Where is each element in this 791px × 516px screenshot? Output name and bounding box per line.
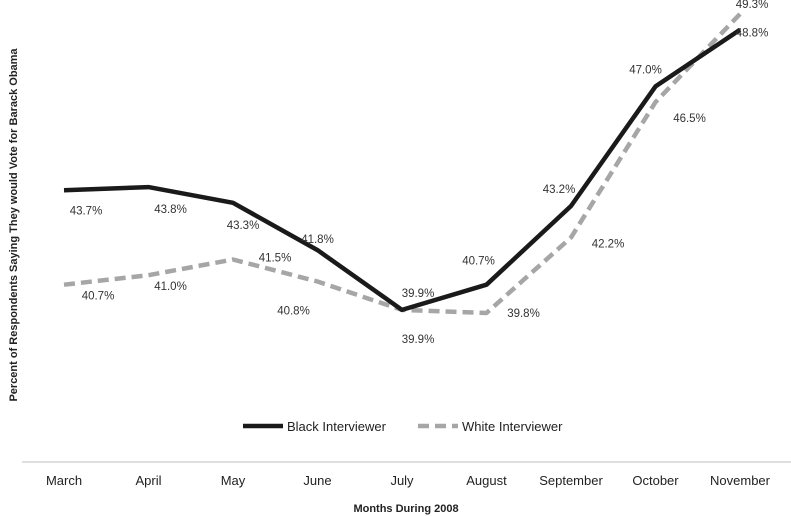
legend-black-label: Black Interviewer: [287, 419, 387, 434]
legend: Black Interviewer White Interviewer: [243, 419, 563, 434]
y-axis-title: Percent of Respondents Saying They would…: [8, 48, 20, 402]
black-data-label-august: 40.7%: [462, 256, 495, 268]
white-data-label-april: 41.0%: [154, 281, 187, 293]
black-data-label-june: 41.8%: [301, 234, 334, 246]
series-line-black-interviewer: [63, 27, 742, 313]
white-data-label-august: 39.8%: [507, 308, 540, 320]
x-axis-title: Months During 2008: [353, 503, 458, 515]
white-data-label-may: 41.5%: [259, 253, 292, 265]
white-data-label-november: 49.3%: [736, 0, 769, 11]
x-tick-october: October: [632, 473, 679, 488]
series-lines: [63, 12, 742, 316]
white-data-label-september: 42.2%: [592, 239, 625, 251]
black-data-label-september: 43.2%: [543, 184, 576, 196]
legend-white-label: White Interviewer: [462, 419, 563, 434]
black-data-label-march: 43.7%: [70, 205, 103, 217]
x-tick-november: November: [710, 473, 771, 488]
series-line-white-interviewer: [63, 12, 742, 316]
x-tick-august: August: [466, 473, 507, 488]
black-data-label-october: 47.0%: [629, 64, 662, 76]
black-data-label-april: 43.8%: [154, 204, 187, 216]
black-data-label-july: 39.9%: [402, 288, 435, 300]
x-tick-may: May: [221, 473, 246, 488]
x-tick-april: April: [135, 473, 161, 488]
data-labels: 43.7% 43.8% 43.3% 41.8% 39.9% 40.7% 43.2% 47.0%…: [70, 0, 769, 346]
white-data-label-june: 40.8%: [277, 306, 310, 318]
x-tick-march: March: [46, 473, 82, 488]
white-data-label-october: 46.5%: [673, 113, 706, 125]
black-data-label-may: 43.3%: [227, 220, 260, 232]
white-data-label-july: 39.9%: [402, 334, 435, 346]
x-tick-july: July: [390, 473, 414, 488]
black-data-label-november: 48.8%: [736, 28, 769, 40]
x-tick-september: September: [539, 473, 603, 488]
white-data-label-march: 40.7%: [82, 291, 115, 303]
x-tick-june: June: [303, 473, 331, 488]
x-tick-labels: March April May June July August September Octo…: [46, 473, 771, 488]
